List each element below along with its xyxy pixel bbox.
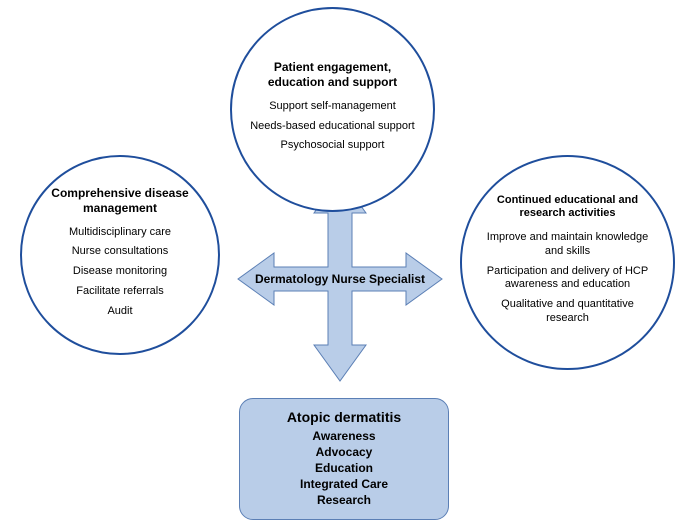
- circle-right: Continued educational and research activ…: [460, 155, 675, 370]
- circle-left: Comprehensive disease management Multidi…: [20, 155, 220, 355]
- circle-left-item: Multidisciplinary care: [69, 226, 171, 240]
- circle-left-item: Audit: [107, 305, 132, 319]
- circle-top-item: Psychosocial support: [281, 139, 385, 153]
- bottom-box-item: Research: [317, 493, 371, 507]
- bottom-box: Atopic dermatitis Awareness Advocacy Edu…: [239, 398, 449, 520]
- bottom-box-item: Advocacy: [316, 445, 373, 459]
- bottom-box-item: Education: [315, 461, 373, 475]
- bottom-box-item: Awareness: [312, 429, 375, 443]
- bottom-box-title: Atopic dermatitis: [287, 409, 401, 425]
- circle-right-title: Continued educational and research activ…: [482, 194, 653, 222]
- circle-top-item: Support self-management: [269, 100, 396, 114]
- bottom-box-item: Integrated Care: [300, 477, 388, 491]
- circle-top-title: Patient engagement, education and suppor…: [250, 60, 415, 90]
- circle-right-item: Qualitative and quantitative research: [482, 298, 653, 326]
- circle-right-item: Participation and delivery of HCP awaren…: [482, 265, 653, 293]
- center-label: Dermatology Nurse Specialist: [250, 272, 430, 286]
- circle-left-item: Nurse consultations: [72, 245, 169, 259]
- circle-left-item: Disease monitoring: [73, 265, 167, 279]
- circle-left-item: Facilitate referrals: [76, 285, 163, 299]
- circle-left-title: Comprehensive disease management: [40, 186, 200, 216]
- circle-top: Patient engagement, education and suppor…: [230, 7, 435, 212]
- circle-top-item: Needs-based educational support: [250, 120, 415, 134]
- circle-right-item: Improve and maintain knowledge and skill…: [482, 231, 653, 259]
